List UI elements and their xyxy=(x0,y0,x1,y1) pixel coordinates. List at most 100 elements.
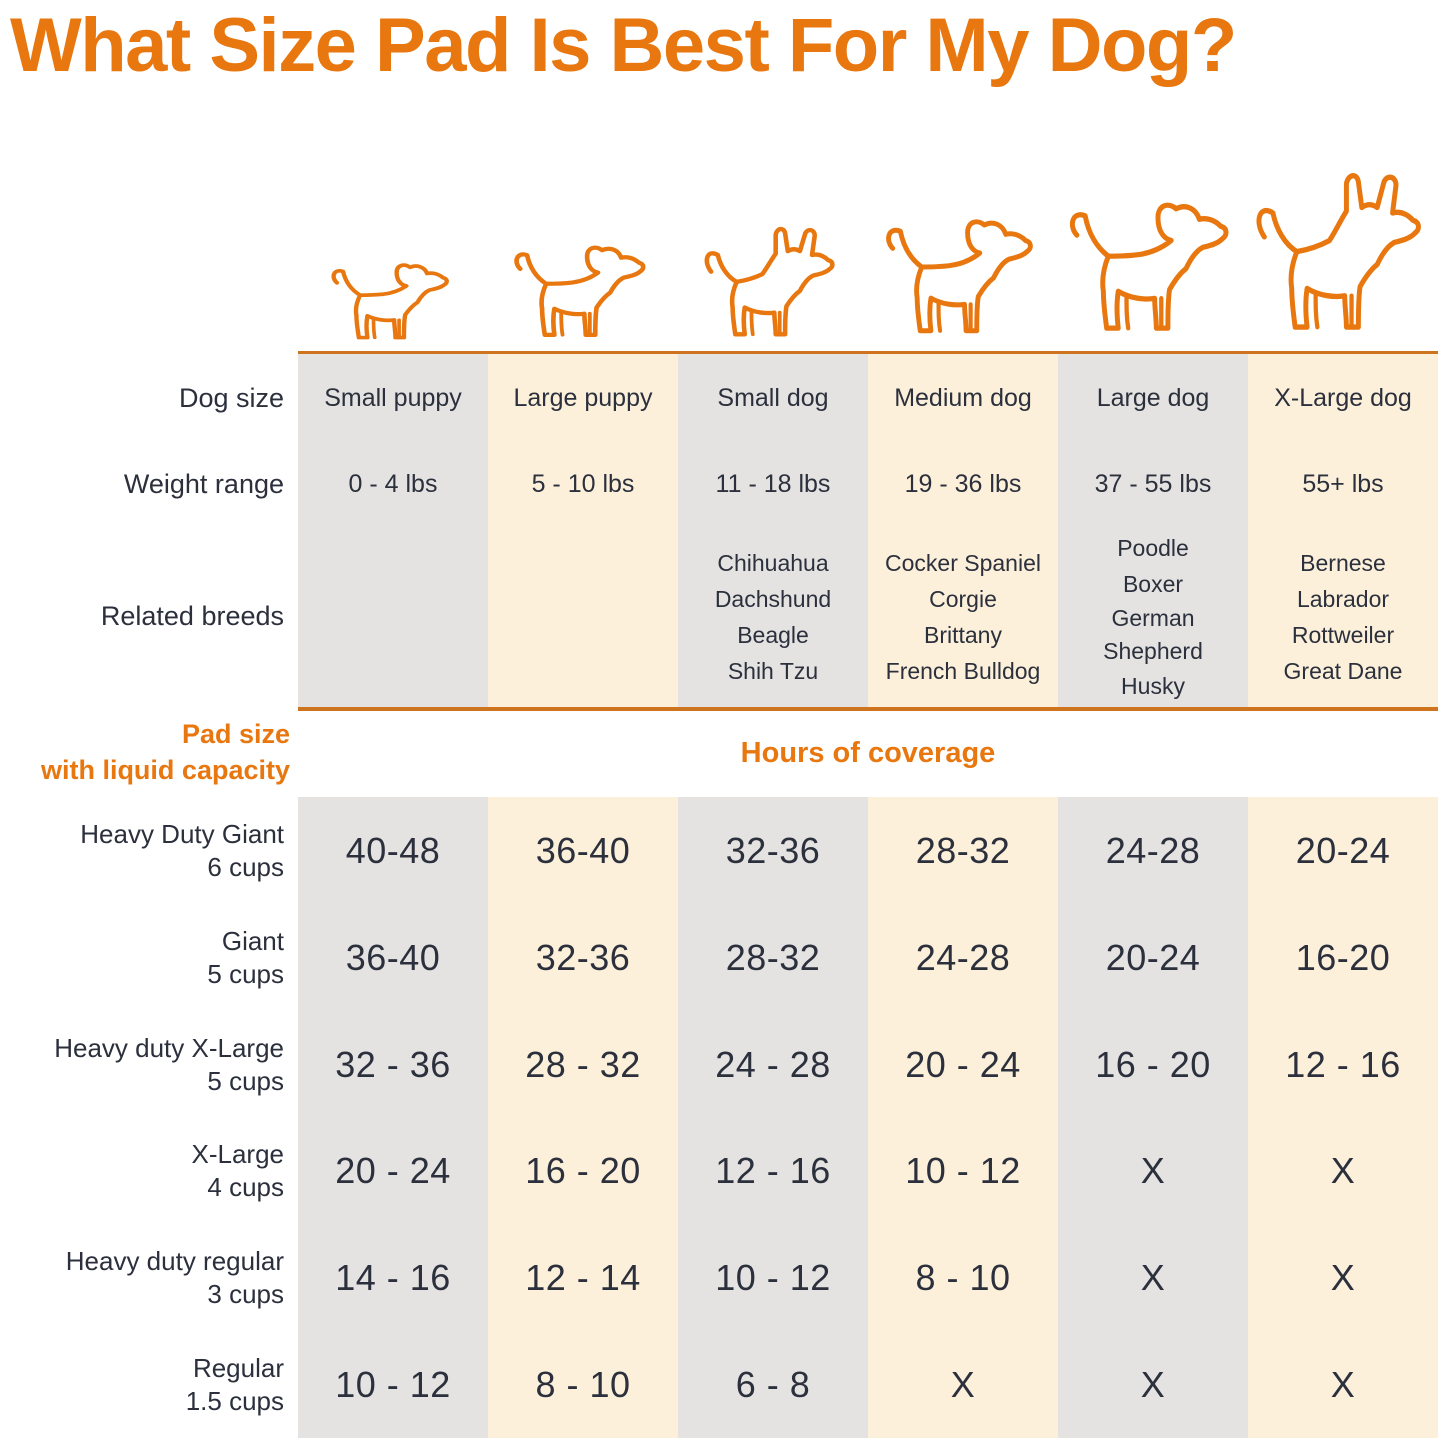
column-background xyxy=(868,354,1058,707)
breed-name: Dachshund xyxy=(714,585,832,612)
breeds-cell: Cocker Spaniel Corgie Brittany French Bu… xyxy=(868,545,1058,689)
column-header-x-large-dog: X-Large dog xyxy=(1274,383,1412,412)
column-background xyxy=(868,797,1058,1438)
breed-name: German Shepherd xyxy=(1103,604,1203,664)
pad-row-giant: Giant 5 cups 36-40 32-36 28-32 24-28 20-… xyxy=(0,904,1438,1011)
coverage-cell: 20-24 xyxy=(1295,829,1391,871)
coverage-cell: 24 - 28 xyxy=(715,1043,831,1085)
pad-row-label: X-Large 4 cups xyxy=(0,1138,298,1204)
coverage-cell: 16 - 20 xyxy=(1095,1043,1211,1085)
coverage-cell: 6 - 8 xyxy=(735,1363,811,1405)
coverage-cell: 10 - 12 xyxy=(335,1363,451,1405)
coverage-cell: 16-20 xyxy=(1295,936,1391,978)
pad-name: Giant xyxy=(221,925,284,956)
coverage-cell: 32-36 xyxy=(535,936,631,978)
coverage-cell: 20 - 24 xyxy=(335,1150,451,1191)
breed-name: Corgie xyxy=(929,585,997,612)
weight-cell: 19 - 36 lbs xyxy=(904,469,1022,498)
pad-name: Heavy Duty Giant xyxy=(80,818,284,849)
breed-name: Chihuahua xyxy=(717,549,829,576)
pad-row-label: Giant 5 cups xyxy=(0,925,298,991)
hours-of-coverage-header: Hours of coverage xyxy=(740,737,996,769)
breed-name: Cocker Spaniel xyxy=(885,549,1041,576)
coverage-cell: 12 - 14 xyxy=(525,1256,641,1298)
coverage-cell: X xyxy=(1330,1363,1356,1405)
pad-size-header-line2: with liquid capacity xyxy=(40,755,290,785)
breeds-cell: Bernese Labrador Rottweiler Great Dane xyxy=(1248,545,1438,689)
column-header-small-puppy: Small puppy xyxy=(324,383,462,412)
column-header-small-dog: Small dog xyxy=(717,383,829,412)
page-title: What Size Pad Is Best For My Dog? xyxy=(10,3,1237,88)
pad-row-heavy-duty-x-large: Heavy duty X-Large 5 cups 32 - 36 28 - 3… xyxy=(0,1011,1438,1118)
medium-dog-icon xyxy=(879,211,1047,351)
related-breeds-row: Related breeds Chihuahua Dachshund Beagl… xyxy=(0,526,1438,707)
section-divider-line xyxy=(298,707,1438,711)
breed-name: Boxer xyxy=(1122,570,1184,597)
breed-name: French Bulldog xyxy=(885,657,1041,684)
pad-capacity: 4 cups xyxy=(207,1172,284,1202)
pad-row-regular: Regular 1.5 cups 10 - 12 8 - 10 6 - 8 X … xyxy=(0,1331,1438,1438)
column-background xyxy=(488,354,678,707)
breed-name: Shih Tzu xyxy=(727,657,819,684)
large-dog-icon xyxy=(1062,193,1244,351)
weight-cell: 11 - 18 lbs xyxy=(715,469,831,498)
coverage-cell: 20-24 xyxy=(1105,936,1201,978)
weight-cell: 37 - 55 lbs xyxy=(1094,469,1212,498)
weight-range-row: Weight range 0 - 4 lbs 5 - 10 lbs 11 - 1… xyxy=(0,442,1438,526)
breed-name: Poodle xyxy=(1117,534,1189,561)
coverage-cell: 10 - 12 xyxy=(715,1256,831,1298)
coverage-cell: 28 - 32 xyxy=(525,1043,641,1085)
related-breeds-row-label: Related breeds xyxy=(100,601,284,631)
coverage-cell: 14 - 16 xyxy=(335,1256,451,1298)
pad-capacity: 6 cups xyxy=(207,851,284,882)
pad-size-header: Pad size with liquid capacity xyxy=(0,716,290,788)
large-puppy-icon xyxy=(508,239,658,351)
small-dog-icon xyxy=(699,223,847,351)
coverage-cell: 16 - 20 xyxy=(525,1150,641,1191)
dog-size-row: Dog size Small puppy Large puppy Small d… xyxy=(0,354,1438,442)
breed-name: Bernese xyxy=(1300,549,1386,576)
coverage-cell: X xyxy=(1330,1256,1356,1298)
x-large-dog-icon xyxy=(1249,167,1437,351)
coverage-cell: 8 - 10 xyxy=(535,1363,631,1405)
dog-size-row-label: Dog size xyxy=(178,382,284,413)
column-background xyxy=(1058,797,1248,1438)
coverage-cell: 36-40 xyxy=(345,936,441,978)
coverage-cell: X xyxy=(1140,1363,1166,1405)
coverage-cell: 28-32 xyxy=(725,936,821,978)
coverage-cell: 36-40 xyxy=(535,829,631,871)
pad-row-heavy-duty-regular: Heavy duty regular 3 cups 14 - 16 12 - 1… xyxy=(0,1224,1438,1331)
column-background xyxy=(1248,797,1438,1438)
pad-row-heavy-duty-giant: Heavy Duty Giant 6 cups 40-48 36-40 32-3… xyxy=(0,797,1438,904)
ground-line xyxy=(298,351,1438,354)
column-background xyxy=(298,797,488,1438)
pad-row-label: Heavy duty X-Large 5 cups xyxy=(0,1032,298,1098)
coverage-cell: X xyxy=(1140,1256,1166,1298)
breed-name: Beagle xyxy=(737,621,809,648)
column-header-large-puppy: Large puppy xyxy=(513,383,653,412)
coverage-cell: 28-32 xyxy=(915,829,1011,871)
column-background xyxy=(1248,354,1438,707)
pad-name: Regular xyxy=(192,1352,284,1383)
pad-capacity: 5 cups xyxy=(207,958,284,989)
column-header-medium-dog: Medium dog xyxy=(894,383,1032,412)
coverage-cell: X xyxy=(1140,1150,1166,1191)
column-background xyxy=(678,797,868,1438)
weight-range-row-label: Weight range xyxy=(123,468,284,499)
pad-capacity: 5 cups xyxy=(207,1065,284,1096)
breeds-cell: Chihuahua Dachshund Beagle Shih Tzu xyxy=(678,545,868,689)
coverage-cell: 12 - 16 xyxy=(1285,1043,1401,1085)
coverage-cell: 8 - 10 xyxy=(915,1256,1011,1298)
coverage-cell: 32 - 36 xyxy=(335,1043,451,1085)
weight-cell: 5 - 10 lbs xyxy=(531,469,635,498)
pad-row-label: Regular 1.5 cups xyxy=(0,1352,298,1418)
coverage-cell: 24-28 xyxy=(915,936,1011,978)
coverage-cell: 24-28 xyxy=(1105,829,1201,871)
small-puppy-icon xyxy=(326,258,460,351)
coverage-cell: 10 - 12 xyxy=(905,1150,1021,1191)
pad-name: Heavy duty regular xyxy=(65,1245,284,1276)
pad-size-header-line1: Pad size xyxy=(181,719,290,749)
column-background xyxy=(298,354,488,707)
breed-name: Brittany xyxy=(924,621,1002,648)
